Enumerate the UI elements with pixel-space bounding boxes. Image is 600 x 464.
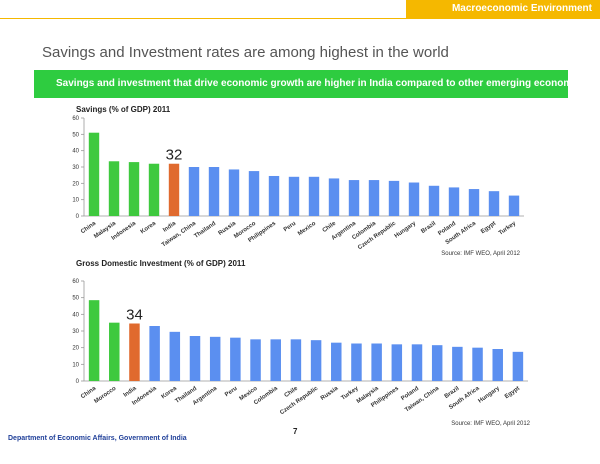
y-tick-label: 10	[72, 362, 79, 368]
x-category-label: Morocco	[93, 386, 117, 405]
bar-china	[89, 300, 99, 381]
x-category-label: Brazil	[444, 386, 461, 400]
bar-czech-republic	[311, 340, 321, 381]
y-tick-label: 50	[72, 296, 79, 302]
bar-chile	[291, 339, 301, 381]
bar-egypt	[513, 352, 523, 381]
bar-philippines	[392, 344, 402, 381]
bar-taiwan-china	[432, 345, 442, 381]
bar-morocco	[109, 323, 119, 381]
x-category-label: Czech Republic	[279, 385, 320, 416]
y-tick-label: 20	[72, 346, 79, 352]
y-tick-label: 40	[72, 312, 79, 318]
bar-malaysia	[371, 344, 381, 382]
india-data-label: 34	[126, 307, 143, 324]
x-category-label: Hungary	[477, 385, 501, 404]
bar-indonesia	[149, 326, 159, 381]
bar-brazil	[452, 347, 462, 381]
y-tick-label: 30	[72, 329, 79, 335]
x-category-label: Russia	[320, 385, 340, 402]
bar-poland	[412, 344, 422, 381]
page-number: 7	[293, 427, 297, 436]
bar-india	[129, 324, 139, 382]
bar-russia	[331, 343, 341, 381]
bar-colombia	[270, 339, 280, 381]
bar-peru	[230, 338, 240, 381]
bar-argentina	[210, 337, 220, 381]
bar-mexico	[250, 339, 260, 381]
bar-korea	[170, 332, 180, 381]
x-category-label: Peru	[224, 386, 239, 399]
bar-turkey	[351, 344, 361, 382]
bar-thailand	[190, 336, 200, 381]
y-tick-label: 0	[76, 379, 80, 385]
x-category-label: India	[123, 385, 138, 398]
x-category-label: Chile	[284, 385, 300, 399]
bar-south-africa	[472, 348, 482, 381]
y-tick-label: 60	[72, 279, 79, 285]
x-category-label: Egypt	[504, 386, 521, 400]
chart-title: Gross Domestic Investment (% of GDP) 201…	[76, 259, 246, 268]
footer-text: Department of Economic Affairs, Governme…	[8, 435, 187, 442]
chart-source: Source: IMF WEO, April 2012	[451, 421, 530, 427]
bar-hungary	[492, 349, 502, 381]
